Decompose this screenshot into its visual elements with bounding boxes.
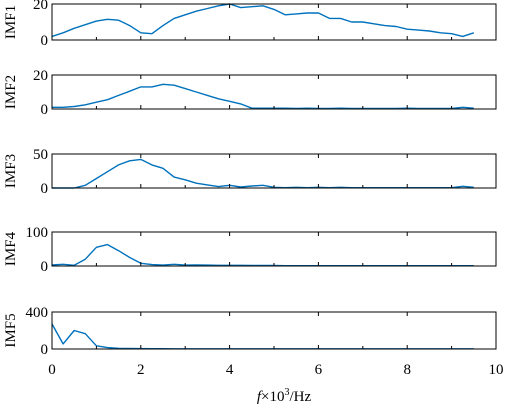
axes-box-imf4 — [51, 231, 497, 267]
y-tick-label: 0 — [41, 342, 49, 358]
axes-box-imf2 — [51, 74, 497, 110]
x-axis-label-exponent: 3 — [284, 387, 289, 398]
x-axis-label: f×103/Hz — [257, 387, 312, 405]
axes-box-imf5 — [51, 311, 497, 350]
subplot-imf2: 20 0 IMF2 — [3, 68, 497, 118]
y-tick-label: 50 — [33, 147, 48, 163]
x-tick-label: 10 — [489, 362, 504, 378]
subplot-imf3: 50 0 IMF3 — [3, 147, 497, 197]
y-axis-label-imf4: IMF4 — [3, 231, 19, 266]
x-tick-label: 2 — [137, 362, 145, 378]
y-tick-label: 0 — [41, 181, 49, 197]
y-tick-label: 0 — [41, 33, 49, 49]
axes-box-imf1 — [51, 3, 497, 41]
x-tick-label: 6 — [315, 362, 323, 378]
y-tick-label: 0 — [41, 259, 49, 275]
x-axis-label-symbol: f — [257, 389, 263, 405]
y-tick-label: 20 — [33, 68, 48, 84]
subplot-imf1: 20 0 IMF1 — [3, 0, 497, 49]
subplot-imf4: 100 0 IMF4 — [3, 225, 497, 275]
y-tick-label: 0 — [41, 102, 49, 118]
series-line-imf1 — [51, 3, 475, 38]
series-line-imf5 — [51, 323, 474, 350]
series-line-imf3 — [52, 158, 474, 189]
y-tick-label: 20 — [33, 0, 48, 13]
axes-box-imf3 — [51, 153, 497, 189]
x-tick-label: 0 — [48, 362, 56, 378]
series-line-imf2 — [52, 83, 474, 110]
x-tick-label: 8 — [403, 362, 411, 378]
x-axis-label-multiplier: ×10 — [261, 389, 284, 405]
x-axis-label-unit: /Hz — [289, 389, 311, 405]
subplot-imf5: 400 0 IMF5 — [3, 305, 497, 358]
subplot-panels: 20 0 IMF1 20 0 IMF2 50 0 IMF3 100 0 IMF4 400 0 IMF5 0 2 4… — [3, 0, 504, 378]
y-axis-label-imf3: IMF3 — [3, 154, 19, 188]
y-tick-label: 100 — [26, 225, 49, 241]
y-axis-label-imf5: IMF5 — [3, 313, 19, 347]
y-axis-label-imf2: IMF2 — [3, 75, 19, 109]
y-axis-label-imf1: IMF1 — [3, 5, 19, 39]
x-tick-label: 4 — [226, 362, 234, 378]
series-line-imf4 — [51, 243, 474, 267]
y-tick-label: 400 — [26, 305, 49, 321]
